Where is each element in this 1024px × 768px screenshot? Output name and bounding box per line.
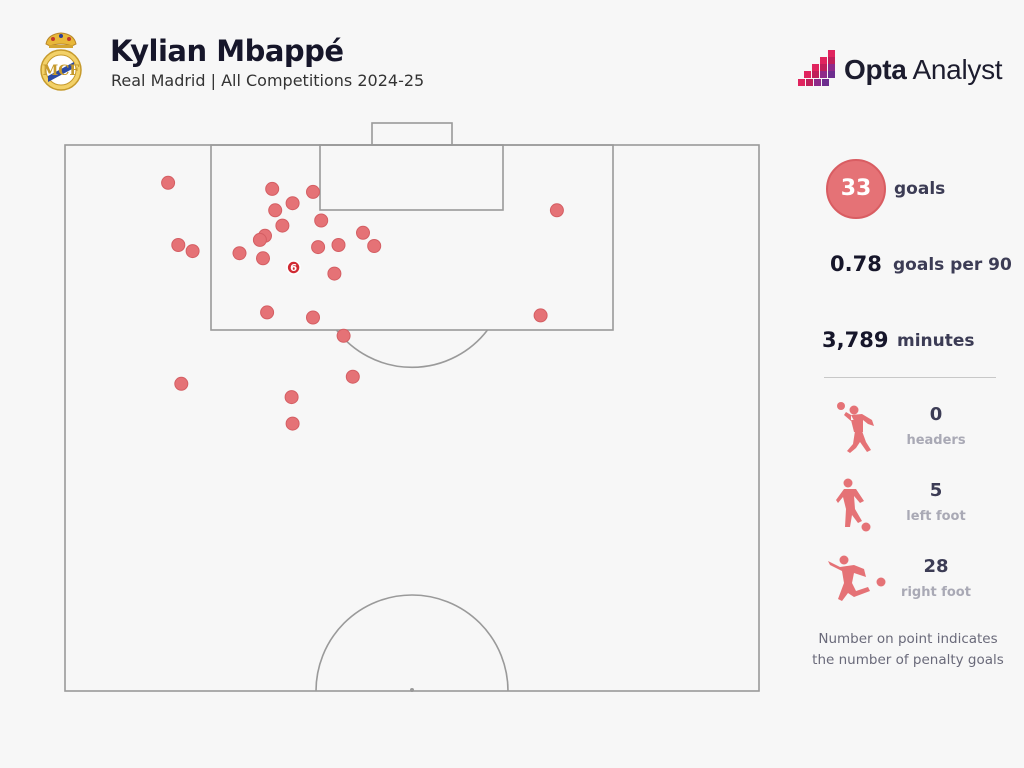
shot-point bbox=[345, 369, 360, 384]
shot-point bbox=[284, 390, 299, 405]
left-foot-label: left foot bbox=[906, 509, 966, 524]
minutes-value: 3,789 bbox=[822, 328, 889, 352]
shot-point bbox=[185, 244, 200, 259]
half-pitch-outline bbox=[64, 144, 760, 692]
stats-divider bbox=[824, 377, 996, 378]
penalty-note-line-1: Number on point indicates bbox=[818, 631, 998, 647]
shot-point bbox=[327, 266, 342, 281]
penalty-note: Number on point indicates the number of … bbox=[808, 629, 1008, 671]
shot-point bbox=[285, 196, 300, 211]
shot-point bbox=[311, 240, 326, 255]
shot-point-penalty bbox=[286, 260, 301, 275]
shot-point bbox=[331, 238, 346, 252]
goals-count-badge: 33 bbox=[826, 159, 886, 219]
centre-spot bbox=[410, 688, 414, 692]
left-foot-player-icon bbox=[836, 478, 871, 532]
headers-label: headers bbox=[906, 433, 966, 448]
page-subtitle: Real Madrid | All Competitions 2024-25 bbox=[111, 71, 425, 90]
right-foot-count: 28 bbox=[923, 556, 949, 577]
svg-text:MCF: MCF bbox=[43, 63, 80, 79]
goals-per-90-value: 0.78 bbox=[830, 252, 882, 276]
shot-point bbox=[367, 239, 382, 253]
brand-light: Analyst bbox=[906, 54, 1003, 85]
shot-point bbox=[174, 376, 189, 391]
shot-point bbox=[260, 305, 275, 320]
left-foot-count: 5 bbox=[929, 480, 943, 501]
shot-point bbox=[275, 218, 290, 233]
right-foot-label: right foot bbox=[901, 585, 971, 600]
right-foot-player-icon bbox=[828, 555, 886, 601]
shot-point bbox=[306, 310, 320, 325]
shot-point bbox=[285, 416, 300, 431]
pitch-lines bbox=[64, 122, 760, 692]
real-madrid-crest-icon: MCF bbox=[40, 32, 82, 91]
shot-point bbox=[306, 184, 320, 199]
shot-point bbox=[232, 246, 247, 261]
header-player-icon bbox=[837, 402, 874, 453]
goals-label: goals bbox=[894, 179, 946, 199]
shot-point bbox=[252, 232, 267, 247]
shot-points: 6 bbox=[161, 175, 564, 431]
shot-point bbox=[336, 328, 351, 343]
goals-per-90-label: goals per 90 bbox=[893, 255, 1012, 275]
page-title: Kylian Mbappé bbox=[110, 34, 344, 68]
brand-bold: Opta bbox=[844, 54, 907, 85]
opta-logo-icon bbox=[798, 50, 835, 86]
minutes-label: minutes bbox=[897, 331, 975, 351]
headers-count: 0 bbox=[929, 404, 943, 425]
goal bbox=[371, 122, 453, 146]
penalty-note-line-2: the number of penalty goals bbox=[812, 652, 1004, 668]
shot-point bbox=[314, 213, 329, 228]
opta-analyst-logo: Opta Analyst bbox=[798, 48, 1008, 88]
centre-circle bbox=[315, 594, 509, 692]
shot-point bbox=[171, 238, 186, 252]
shot-point bbox=[356, 225, 370, 240]
shot-point bbox=[268, 203, 283, 218]
shot-point bbox=[549, 203, 564, 218]
shot-point bbox=[533, 308, 548, 323]
shot-point bbox=[256, 251, 270, 266]
opta-analyst-wordmark: Opta Analyst bbox=[844, 54, 1003, 86]
six-yard-box bbox=[319, 144, 504, 211]
shot-point bbox=[265, 181, 280, 196]
shot-point bbox=[161, 175, 176, 190]
penalty-goals-label: 6 bbox=[290, 263, 297, 274]
penalty-arc bbox=[335, 329, 489, 369]
